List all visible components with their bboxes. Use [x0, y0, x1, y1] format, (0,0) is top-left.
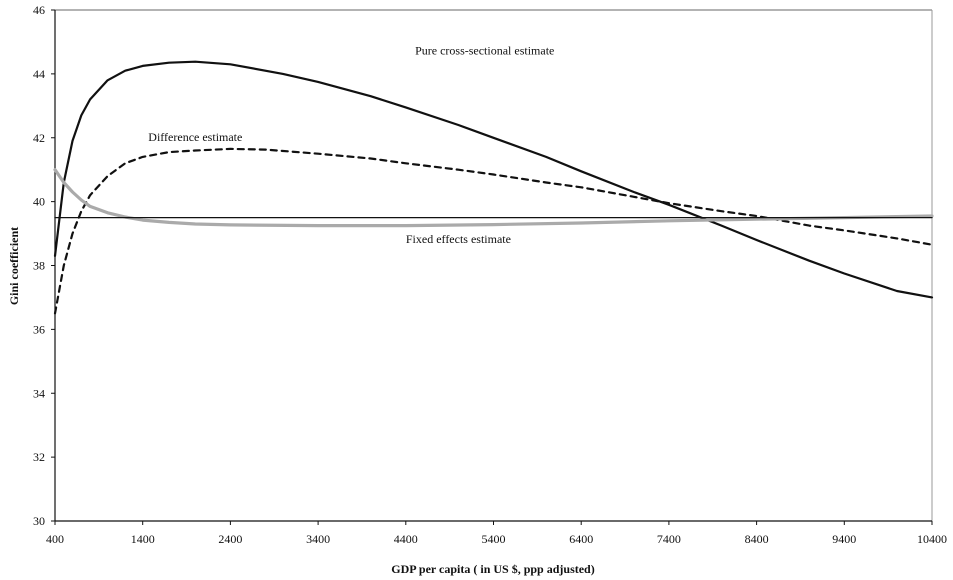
series-annotation: Pure cross-sectional estimate	[415, 44, 554, 58]
series-annotation: Difference estimate	[148, 130, 242, 144]
annotation-layer: Pure cross-sectional estimate Difference …	[148, 44, 554, 246]
x-tick-label: 5400	[482, 532, 506, 546]
x-tick-label: 8400	[745, 532, 769, 546]
y-tick-label: 38	[33, 259, 45, 273]
series-line	[55, 149, 932, 314]
x-tick-label: 4400	[394, 532, 418, 546]
y-axis-title: Gini coefficient	[7, 227, 21, 305]
x-tick-label: 6400	[569, 532, 593, 546]
x-tick-label: 9400	[832, 532, 856, 546]
y-tick-label: 30	[33, 514, 45, 528]
plot-frame	[55, 10, 932, 521]
y-tick-label: 34	[33, 386, 45, 400]
y-tick-label: 42	[33, 131, 45, 145]
series-annotation: Fixed effects estimate	[406, 232, 511, 246]
y-tick-label: 44	[33, 67, 45, 81]
x-tick-label: 7400	[657, 532, 681, 546]
x-axis-title: GDP per capita ( in US $, ppp adjusted)	[391, 562, 594, 576]
axis-ticks: 400 1400 2400 3400 4400 5400 6400 7400 8400 9400 1…	[33, 3, 947, 546]
y-tick-label: 46	[33, 3, 45, 17]
x-tick-label: 1400	[131, 532, 155, 546]
series-layer	[55, 62, 932, 314]
x-tick-label: 10400	[917, 532, 947, 546]
y-tick-label: 40	[33, 195, 45, 209]
x-tick-label: 2400	[218, 532, 242, 546]
x-tick-label: 400	[46, 532, 64, 546]
y-tick-label: 36	[33, 322, 45, 336]
y-tick-label: 32	[33, 450, 45, 464]
x-tick-label: 3400	[306, 532, 330, 546]
series-line	[55, 62, 932, 298]
